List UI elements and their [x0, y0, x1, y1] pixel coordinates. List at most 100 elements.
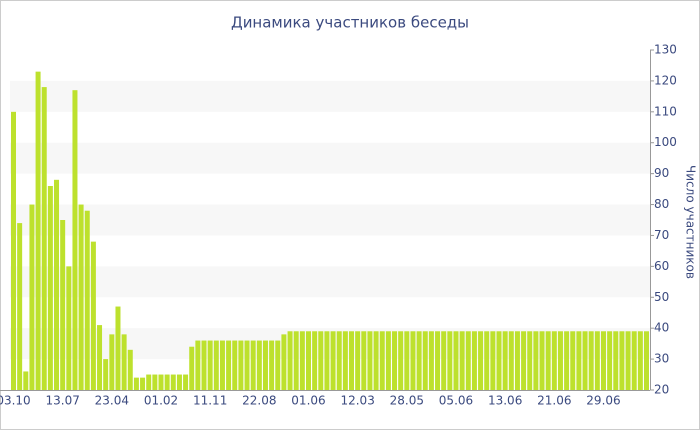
- bar: [256, 340, 262, 390]
- bar: [183, 374, 189, 390]
- bar: [232, 340, 238, 390]
- bar: [545, 331, 551, 390]
- bar: [404, 331, 410, 390]
- bar: [133, 377, 139, 390]
- bar: [514, 331, 520, 390]
- bar: [66, 266, 72, 390]
- y-axis-title: Число участников: [684, 165, 698, 279]
- y-tick-label: 100: [654, 135, 677, 149]
- bar: [213, 340, 219, 390]
- x-tick-label: 13.07: [45, 394, 79, 408]
- bar: [11, 111, 16, 391]
- bar: [416, 331, 422, 390]
- x-tick-label: 13.06: [488, 394, 522, 408]
- bar: [293, 331, 299, 390]
- bar: [637, 331, 643, 390]
- y-tick-label: 70: [654, 228, 669, 242]
- bar: [484, 331, 490, 390]
- bar: [78, 204, 84, 390]
- bar: [127, 349, 133, 390]
- bar: [625, 331, 631, 390]
- bar: [471, 331, 477, 390]
- bar: [103, 359, 109, 390]
- bar: [367, 331, 373, 390]
- x-tick-label: 05.06: [439, 394, 473, 408]
- bar: [140, 377, 146, 390]
- bar: [23, 371, 29, 390]
- y-tick-label: 90: [654, 166, 669, 180]
- x-tick-label: 29.06: [586, 394, 620, 408]
- bar: [312, 331, 318, 390]
- bar: [238, 340, 244, 390]
- bar: [90, 241, 96, 390]
- bar: [361, 331, 367, 390]
- x-tick-label: 01.06: [291, 394, 325, 408]
- grid-band: [10, 142, 650, 174]
- bar: [619, 331, 625, 390]
- bar: [564, 331, 570, 390]
- bar: [379, 331, 385, 390]
- bar: [385, 331, 391, 390]
- bar: [613, 331, 619, 390]
- bar: [318, 331, 324, 390]
- bar: [588, 331, 594, 390]
- bar: [465, 331, 471, 390]
- bar: [195, 340, 201, 390]
- bar: [29, 204, 35, 390]
- bar: [250, 340, 256, 390]
- grid-band: [10, 80, 650, 112]
- bar: [115, 306, 121, 390]
- bar: [35, 71, 41, 391]
- bar: [275, 340, 281, 390]
- x-tick-label: 28.05: [390, 394, 424, 408]
- bar: [226, 340, 232, 390]
- y-tick-label: 80: [654, 197, 669, 211]
- bar: [508, 331, 514, 390]
- x-tick-label: 21.06: [537, 394, 571, 408]
- bar: [164, 374, 170, 390]
- bar: [121, 334, 127, 390]
- bar: [109, 334, 115, 390]
- bar: [478, 331, 484, 390]
- x-tick-label: 12.03: [340, 394, 374, 408]
- bar: [557, 331, 563, 390]
- bar: [72, 90, 78, 390]
- bar: [398, 331, 404, 390]
- y-tick-label: 60: [654, 259, 669, 273]
- bar: [551, 331, 557, 390]
- bar: [570, 331, 576, 390]
- bar: [84, 210, 90, 390]
- bar: [146, 374, 152, 390]
- bar: [392, 331, 398, 390]
- bar: [330, 331, 336, 390]
- bar: [60, 220, 66, 390]
- bar: [422, 331, 428, 390]
- x-tick-label: 23.04: [95, 394, 129, 408]
- x-tick-label: 01.02: [144, 394, 178, 408]
- bar: [189, 346, 195, 390]
- grid-band: [10, 266, 650, 298]
- bar: [539, 331, 545, 390]
- bar: [299, 331, 305, 390]
- bar: [435, 331, 441, 390]
- bar: [201, 340, 207, 390]
- bar: [533, 331, 539, 390]
- bar: [644, 331, 649, 390]
- bar: [502, 331, 508, 390]
- x-tick-label: 03.10: [0, 394, 31, 408]
- bar: [158, 374, 164, 390]
- bar: [324, 331, 330, 390]
- bar: [496, 331, 502, 390]
- bar: [336, 331, 342, 390]
- bar: [631, 331, 637, 390]
- bar: [600, 331, 606, 390]
- bar: [305, 331, 311, 390]
- bar: [97, 325, 103, 390]
- bar: [576, 331, 582, 390]
- bar: [459, 331, 465, 390]
- bar: [607, 331, 613, 390]
- bar: [428, 331, 434, 390]
- bar: [207, 340, 213, 390]
- bar: [281, 334, 287, 390]
